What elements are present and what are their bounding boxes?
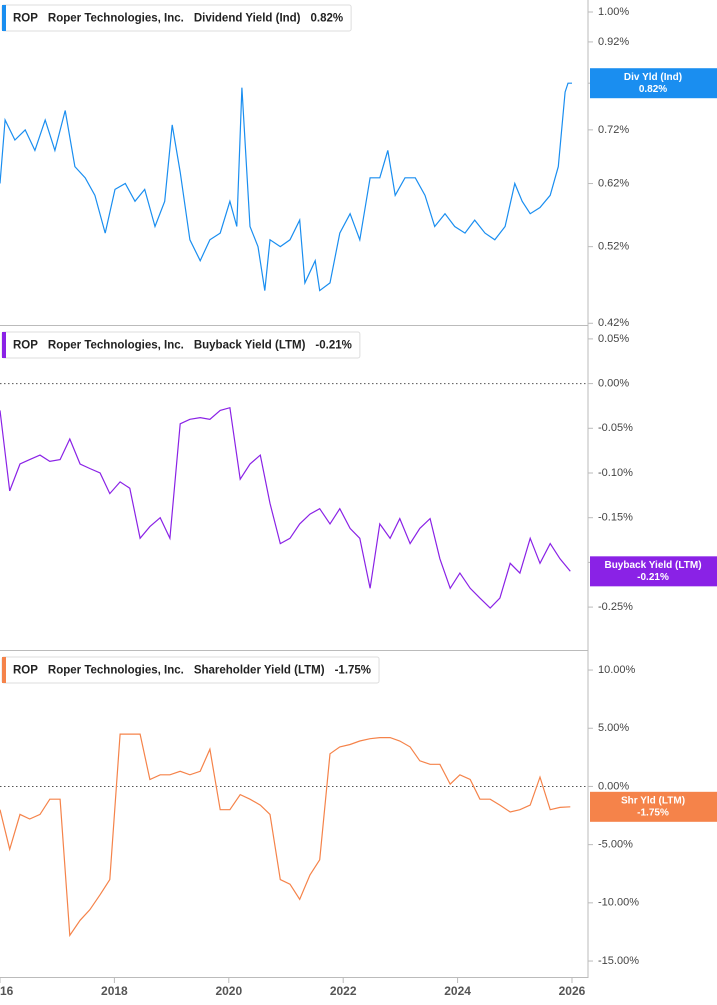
y-tick-label: -0.10% bbox=[598, 467, 633, 479]
legend-ticker: ROP bbox=[13, 340, 38, 352]
legend-ticker: ROP bbox=[13, 13, 38, 25]
x-tick-label: 2020 bbox=[215, 984, 242, 998]
y-tick-label: -10.00% bbox=[598, 897, 639, 909]
legend-company: Roper Technologies, Inc. bbox=[48, 13, 184, 25]
latest-tag: Shr Yld (LTM) bbox=[621, 795, 685, 806]
legend-company: Roper Technologies, Inc. bbox=[48, 665, 184, 677]
legend-value: 0.82% bbox=[311, 13, 344, 25]
latest-tag: Div Yld (Ind) bbox=[624, 72, 682, 83]
legend-value: -1.75% bbox=[335, 665, 371, 677]
y-tick-label: 5.00% bbox=[598, 722, 629, 734]
latest-badge bbox=[590, 556, 717, 587]
legend-ticker: ROP bbox=[13, 665, 38, 677]
y-tick-label: -0.25% bbox=[598, 601, 633, 613]
panel: 1.00% 0.92% 0.82% 0.72% 0.62% 0.52% 0.42% ROP Ro… bbox=[0, 4, 717, 329]
legend-series: Dividend Yield (Ind) bbox=[194, 13, 301, 25]
series-line bbox=[0, 406, 571, 609]
y-tick-label: -0.05% bbox=[598, 422, 633, 434]
y-tick-label: 0.05% bbox=[598, 333, 629, 345]
panel: 10.00% 5.00% 0.00% -5.00% -10.00% -15.00% ROP R… bbox=[0, 656, 717, 998]
y-tick-label: 0.62% bbox=[598, 177, 629, 189]
x-tick-label: 2024 bbox=[444, 984, 471, 998]
x-tick-label: 2022 bbox=[330, 984, 357, 998]
latest-tag: Buyback Yield (LTM) bbox=[604, 560, 701, 571]
series-line bbox=[0, 82, 572, 292]
y-tick-label: 0.00% bbox=[598, 377, 629, 389]
series-line bbox=[0, 733, 571, 938]
latest-label: 0.82% bbox=[639, 84, 667, 95]
latest-label: -0.21% bbox=[637, 572, 669, 583]
legend-swatch bbox=[2, 5, 6, 31]
y-tick-label: 0.72% bbox=[598, 124, 629, 136]
x-tick-label: 2018 bbox=[101, 984, 128, 998]
x-tick-label: 2016 bbox=[0, 984, 14, 998]
y-tick-label: 10.00% bbox=[598, 664, 636, 676]
legend-series: Buyback Yield (LTM) bbox=[194, 340, 306, 352]
latest-badge bbox=[590, 68, 717, 99]
legend-swatch bbox=[2, 332, 6, 358]
y-tick-label: 1.00% bbox=[598, 6, 629, 18]
y-tick-label: -0.15% bbox=[598, 512, 633, 524]
latest-badge bbox=[590, 791, 717, 822]
y-tick-label: -15.00% bbox=[598, 955, 639, 967]
y-tick-label: -5.00% bbox=[598, 839, 633, 851]
panel: 0.05%0.00%-0.05%-0.10%-0.15%-0.20%-0.25%… bbox=[0, 331, 717, 613]
y-tick-label: 0.42% bbox=[598, 317, 629, 329]
y-tick-label: 0.00% bbox=[598, 780, 629, 792]
legend-company: Roper Technologies, Inc. bbox=[48, 340, 184, 352]
legend-series: Shareholder Yield (LTM) bbox=[194, 665, 325, 677]
legend-value: -0.21% bbox=[315, 340, 351, 352]
latest-label: -1.75% bbox=[637, 807, 669, 818]
y-tick-label: 0.92% bbox=[598, 36, 629, 48]
legend-swatch bbox=[2, 657, 6, 683]
y-tick-label: 0.52% bbox=[598, 241, 629, 253]
x-tick-label: 2026 bbox=[559, 984, 586, 998]
